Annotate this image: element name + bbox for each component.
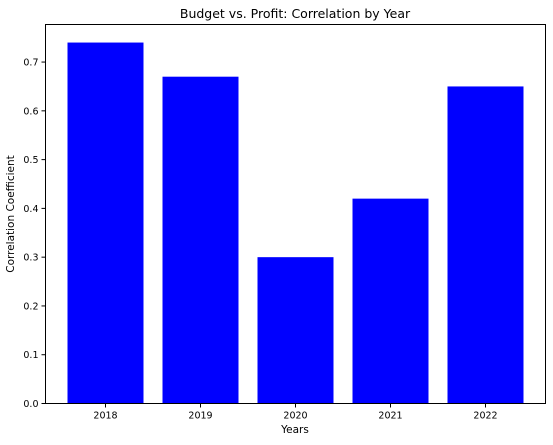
y-axis-label: Correlation Coefficient xyxy=(5,155,17,273)
bars-group xyxy=(67,42,524,404)
x-axis-label: Years xyxy=(280,424,309,436)
bar-2019 xyxy=(162,76,239,404)
bar-2020 xyxy=(257,257,334,404)
y-axis-ticks: 0.0 0.1 0.2 0.3 0.4 0.5 0.6 0.7 xyxy=(23,58,46,410)
chart-title: Budget vs. Profit: Correlation by Year xyxy=(180,6,411,21)
y-tick-label-0.1: 0.1 xyxy=(23,350,38,361)
x-axis-ticks: 2018 2019 2020 2021 2022 xyxy=(93,403,498,422)
y-tick-label-0.2: 0.2 xyxy=(23,301,38,312)
y-tick-label-0.5: 0.5 xyxy=(23,155,38,166)
y-tick-label-0.3: 0.3 xyxy=(23,253,38,264)
bar-2018 xyxy=(67,42,144,404)
x-tick-label-2018: 2018 xyxy=(93,411,117,422)
x-tick-label-2022: 2022 xyxy=(473,411,497,422)
plot-frame xyxy=(45,24,546,404)
y-tick-label-0.0: 0.0 xyxy=(23,399,38,410)
bar-2021 xyxy=(352,198,429,404)
bar-2022 xyxy=(447,86,524,404)
y-tick-label-0.4: 0.4 xyxy=(23,204,38,215)
x-tick-label-2021: 2021 xyxy=(378,411,402,422)
x-tick-label-2020: 2020 xyxy=(283,411,307,422)
x-tick-label-2019: 2019 xyxy=(188,411,212,422)
y-tick-label-0.6: 0.6 xyxy=(23,106,38,117)
y-tick-label-0.7: 0.7 xyxy=(23,58,38,69)
